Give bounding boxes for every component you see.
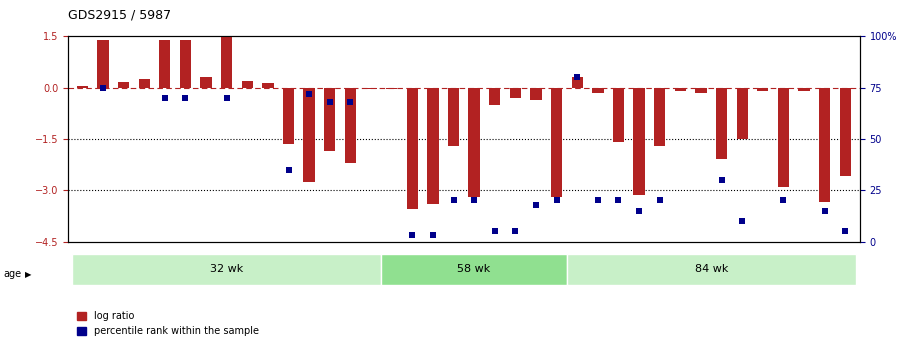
Text: ▶: ▶ [25,270,32,279]
Bar [180,40,191,88]
Bar [757,88,768,91]
Bar [469,88,480,197]
Text: 84 wk: 84 wk [694,264,728,274]
Bar [551,88,562,197]
Bar [737,88,748,139]
Bar [242,81,253,88]
Bar [303,88,315,181]
Bar [427,88,439,204]
Bar [406,88,418,209]
Bar [654,88,665,146]
Bar [77,86,88,88]
Bar [448,88,459,146]
Bar [283,88,294,144]
Bar [366,88,376,89]
Bar [324,88,336,151]
Text: age: age [4,269,22,279]
Bar [613,88,624,142]
Bar [840,88,851,177]
Bar [386,88,397,89]
Bar [97,40,109,88]
Bar [262,83,273,88]
Bar [345,88,356,163]
Bar [777,88,789,187]
Bar [695,88,707,93]
Bar [489,88,500,105]
Bar [592,88,604,93]
Bar [572,77,583,88]
Bar [118,82,129,88]
Bar [138,79,150,88]
Bar [634,88,644,195]
Bar [819,88,831,202]
Text: GDS2915 / 5987: GDS2915 / 5987 [68,9,171,22]
Bar [381,254,567,285]
Bar [798,88,810,91]
Bar [716,88,728,159]
Bar [567,254,855,285]
Text: 32 wk: 32 wk [210,264,243,274]
Bar [674,88,686,91]
Bar [510,88,521,98]
Bar [200,77,212,88]
Legend: log ratio, percentile rank within the sample: log ratio, percentile rank within the sa… [72,307,263,340]
Bar [530,88,542,99]
Text: 58 wk: 58 wk [458,264,491,274]
Bar [72,254,381,285]
Bar [221,36,233,88]
Bar [159,40,170,88]
